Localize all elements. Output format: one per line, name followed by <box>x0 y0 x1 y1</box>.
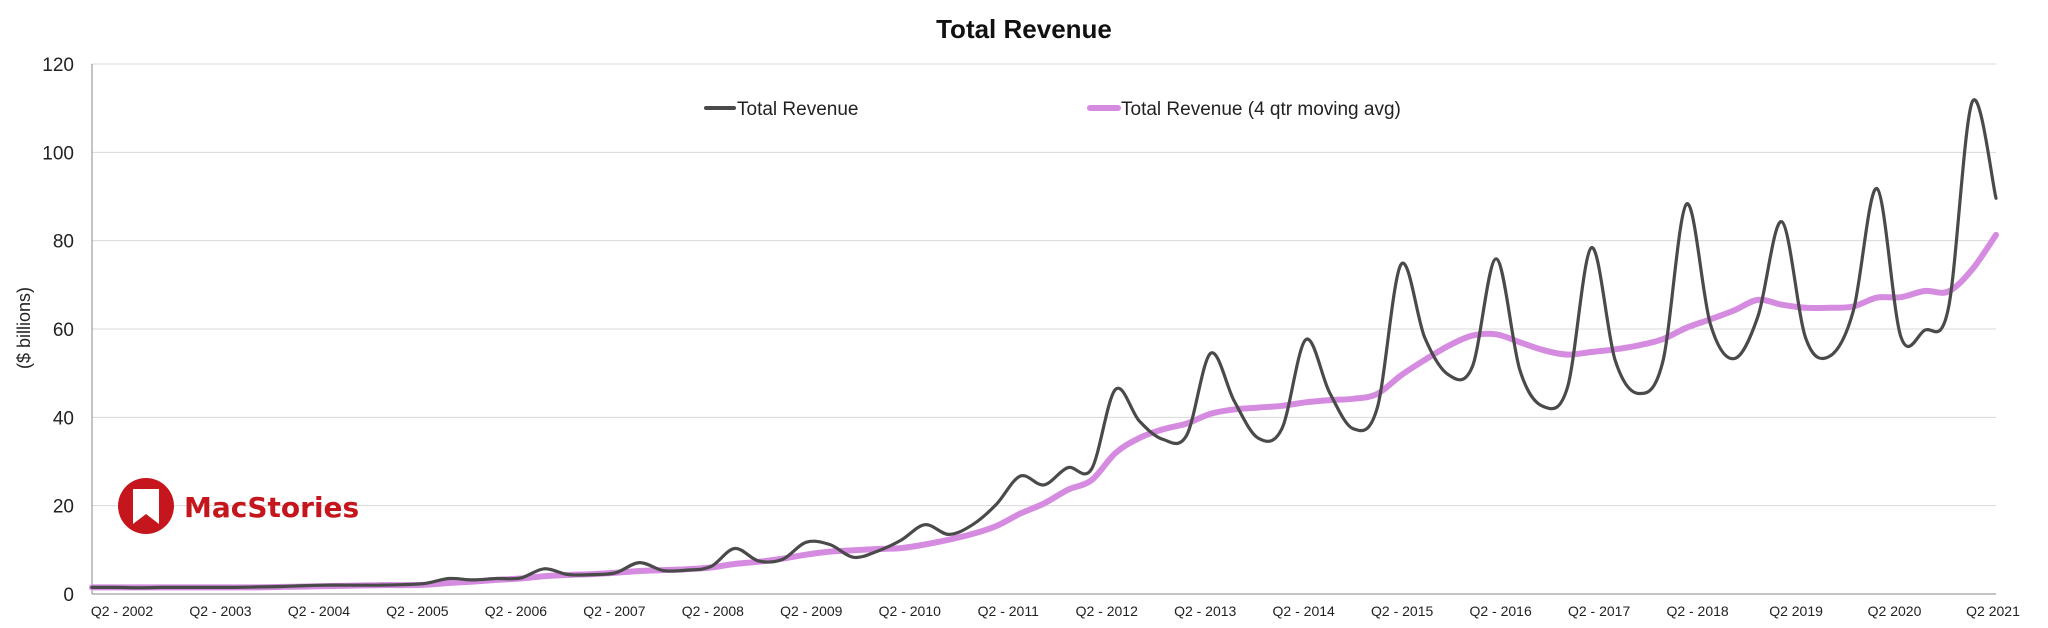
y-tick-label: 120 <box>42 55 74 76</box>
x-tick-label: Q2 - 2018 <box>1666 603 1728 619</box>
x-tick-label: Q2 - 2015 <box>1371 603 1433 619</box>
y-tick-label: 0 <box>63 585 74 606</box>
x-tick-label: Q2 - 2006 <box>485 603 547 619</box>
x-tick-label: Q2 - 2016 <box>1469 603 1531 619</box>
legend-label-moving-avg: Total Revenue (4 qtr moving avg) <box>1121 99 1401 120</box>
x-tick-label: Q2 - 2012 <box>1076 603 1138 619</box>
gridlines <box>91 63 1996 595</box>
x-tick-label: Q2 2019 <box>1769 603 1823 619</box>
x-tick-label: Q2 2021 <box>1966 603 2020 619</box>
legend-label-total-revenue: Total Revenue <box>737 99 858 120</box>
x-tick-label: Q2 2020 <box>1868 603 1922 619</box>
x-tick-label: Q2 - 2014 <box>1273 603 1335 619</box>
x-tick-label: Q2 - 2010 <box>879 603 941 619</box>
macstories-logo: MacStories <box>118 478 359 534</box>
x-tick-label: Q2 - 2005 <box>386 603 448 619</box>
y-tick-label: 80 <box>53 232 74 253</box>
x-tick-label: Q2 - 2009 <box>780 603 842 619</box>
x-tick-label: Q2 - 2008 <box>682 603 744 619</box>
series-lines <box>89 98 1999 591</box>
series-line-moving-avg <box>89 231 1999 591</box>
y-tick-label: 100 <box>42 143 74 164</box>
logo-text: MacStories <box>184 491 359 524</box>
y-axis-label: ($ billions) <box>14 287 34 369</box>
x-tick-label: Q2 - 2004 <box>288 603 350 619</box>
bookmark-icon-shape <box>133 489 159 524</box>
x-tick-label: Q2 - 2013 <box>1174 603 1236 619</box>
y-tick-labels: 0 20 40 60 80 100 120 <box>42 55 74 606</box>
x-tick-labels: Q2 - 2002 Q2 - 2003 Q2 - 2004 Q2 - 2005 Q2 -… <box>91 603 2020 619</box>
y-tick-label: 60 <box>53 320 74 341</box>
x-tick-label: Q2 - 2007 <box>583 603 645 619</box>
y-tick-label: 40 <box>53 408 74 429</box>
series-line-total-revenue <box>90 98 1998 590</box>
x-tick-label: Q2 - 2011 <box>978 603 1039 619</box>
x-tick-label: Q2 - 2003 <box>189 603 251 619</box>
chart-title: Total Revenue <box>936 14 1112 44</box>
x-tick-label: Q2 - 2002 <box>91 603 153 619</box>
y-tick-label: 20 <box>53 497 74 518</box>
x-tick-label: Q2 - 2017 <box>1568 603 1630 619</box>
legend: Total Revenue Total Revenue (4 qtr movin… <box>704 99 1401 120</box>
